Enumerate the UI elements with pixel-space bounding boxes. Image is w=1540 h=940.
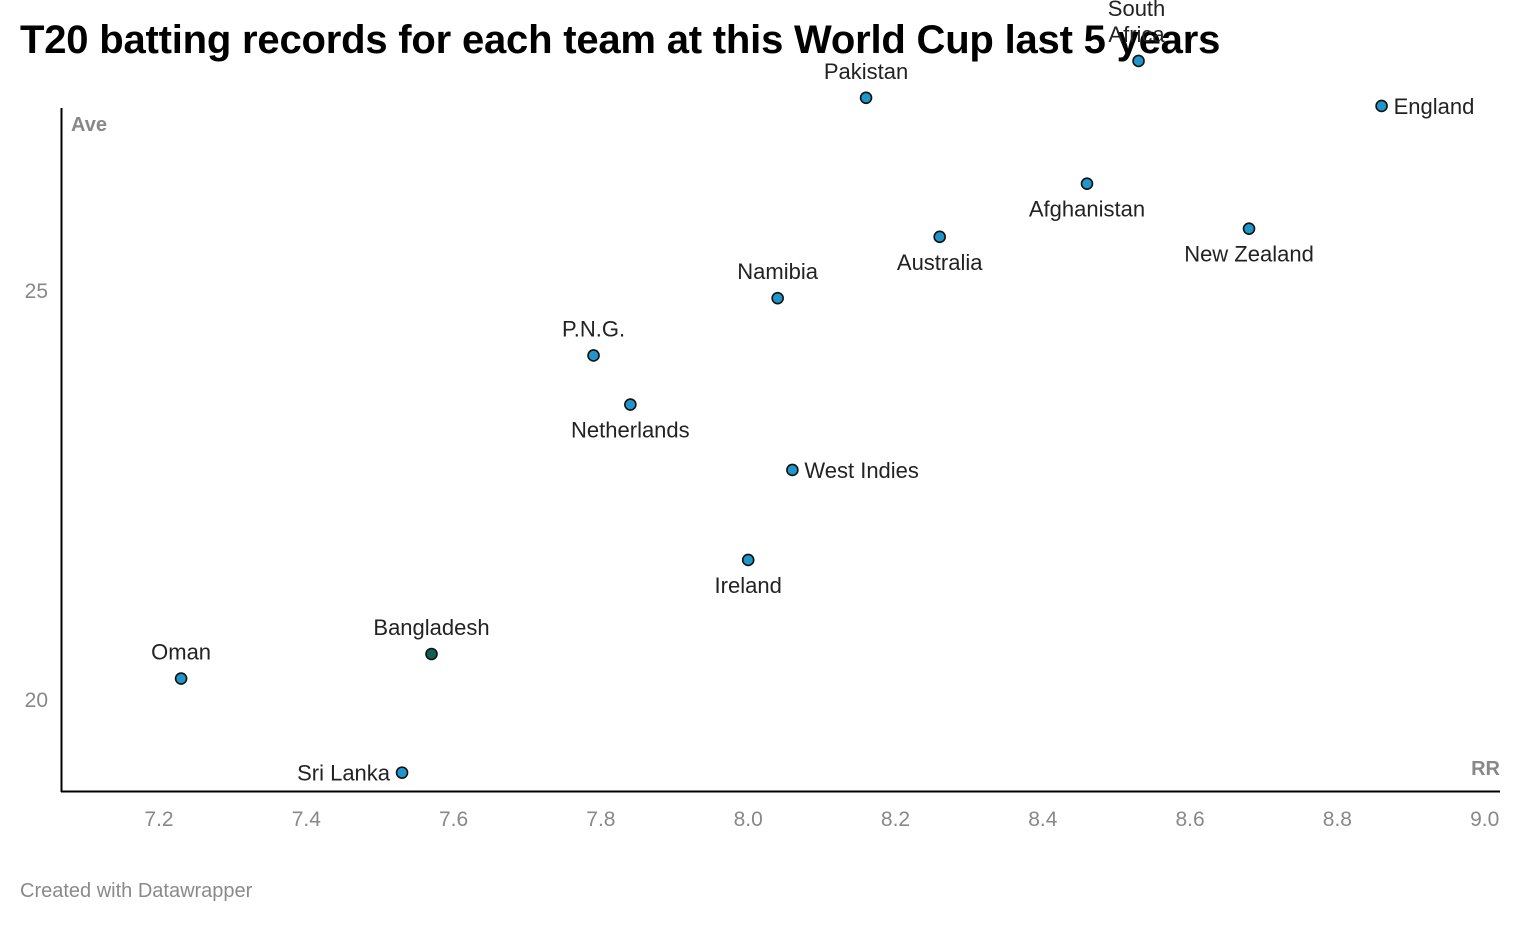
data-point <box>1242 222 1256 235</box>
data-point <box>395 766 409 779</box>
point-label: Netherlands <box>571 418 690 443</box>
data-point <box>786 463 799 477</box>
point-label: Sri Lanka <box>297 761 391 786</box>
data-point <box>859 91 873 105</box>
point-label: England <box>1394 94 1475 119</box>
data-point <box>174 672 188 685</box>
y-tick-label: 20 <box>25 689 48 712</box>
credit-footer: Created with Datawrapper <box>20 880 253 902</box>
point-label: Afghanistan <box>1029 197 1145 222</box>
point-label: Bangladesh <box>373 615 489 640</box>
data-point <box>933 230 946 244</box>
point-label: New Zealand <box>1184 242 1314 267</box>
x-tick-label: 7.6 <box>439 808 468 831</box>
point-labels: IndiaSouthAfricaEnglandPakistanAfghanist… <box>151 0 1474 786</box>
point-label: Pakistan <box>824 59 908 84</box>
point-label: South Africa <box>1108 0 1166 47</box>
point-label: P.N.G. <box>562 316 625 341</box>
y-tick-label: 25 <box>25 280 48 303</box>
x-tick-label: 7.8 <box>586 808 615 831</box>
x-tick-label: 8.0 <box>734 808 763 831</box>
x-tick-label: 8.4 <box>1028 808 1058 831</box>
x-tick-label: 8.2 <box>881 808 910 831</box>
point-label: West Indies <box>804 458 919 483</box>
y-axis-title: Ave <box>71 114 107 136</box>
chart-title: T20 batting records for each team at thi… <box>20 18 1221 62</box>
data-points <box>174 54 1388 779</box>
data-point <box>1375 99 1388 113</box>
data-point <box>425 647 438 661</box>
data-point <box>1080 177 1094 190</box>
data-point <box>624 398 637 411</box>
y-tick-labels: 202530 <box>25 280 48 712</box>
point-label: Oman <box>151 640 211 665</box>
data-point <box>741 553 755 567</box>
x-tick-label: 7.4 <box>292 808 322 831</box>
x-tick-label: 8.8 <box>1323 808 1352 831</box>
x-tick-label: 9.0 <box>1470 808 1499 831</box>
point-label: Namibia <box>737 259 818 284</box>
x-tick-label: 8.6 <box>1175 808 1204 831</box>
data-point <box>771 291 784 305</box>
x-axis-title: RR <box>1471 758 1500 780</box>
data-point <box>1132 54 1145 68</box>
point-label: Ireland <box>715 573 782 598</box>
x-tick-labels: 7.2 7.4 7.6 7.8 8.0 8.2 8.4 8.6 8.8 9.0 <box>144 808 1499 831</box>
point-label: Australia <box>897 250 983 275</box>
data-point <box>587 349 600 362</box>
x-tick-label: 7.2 <box>144 808 173 831</box>
